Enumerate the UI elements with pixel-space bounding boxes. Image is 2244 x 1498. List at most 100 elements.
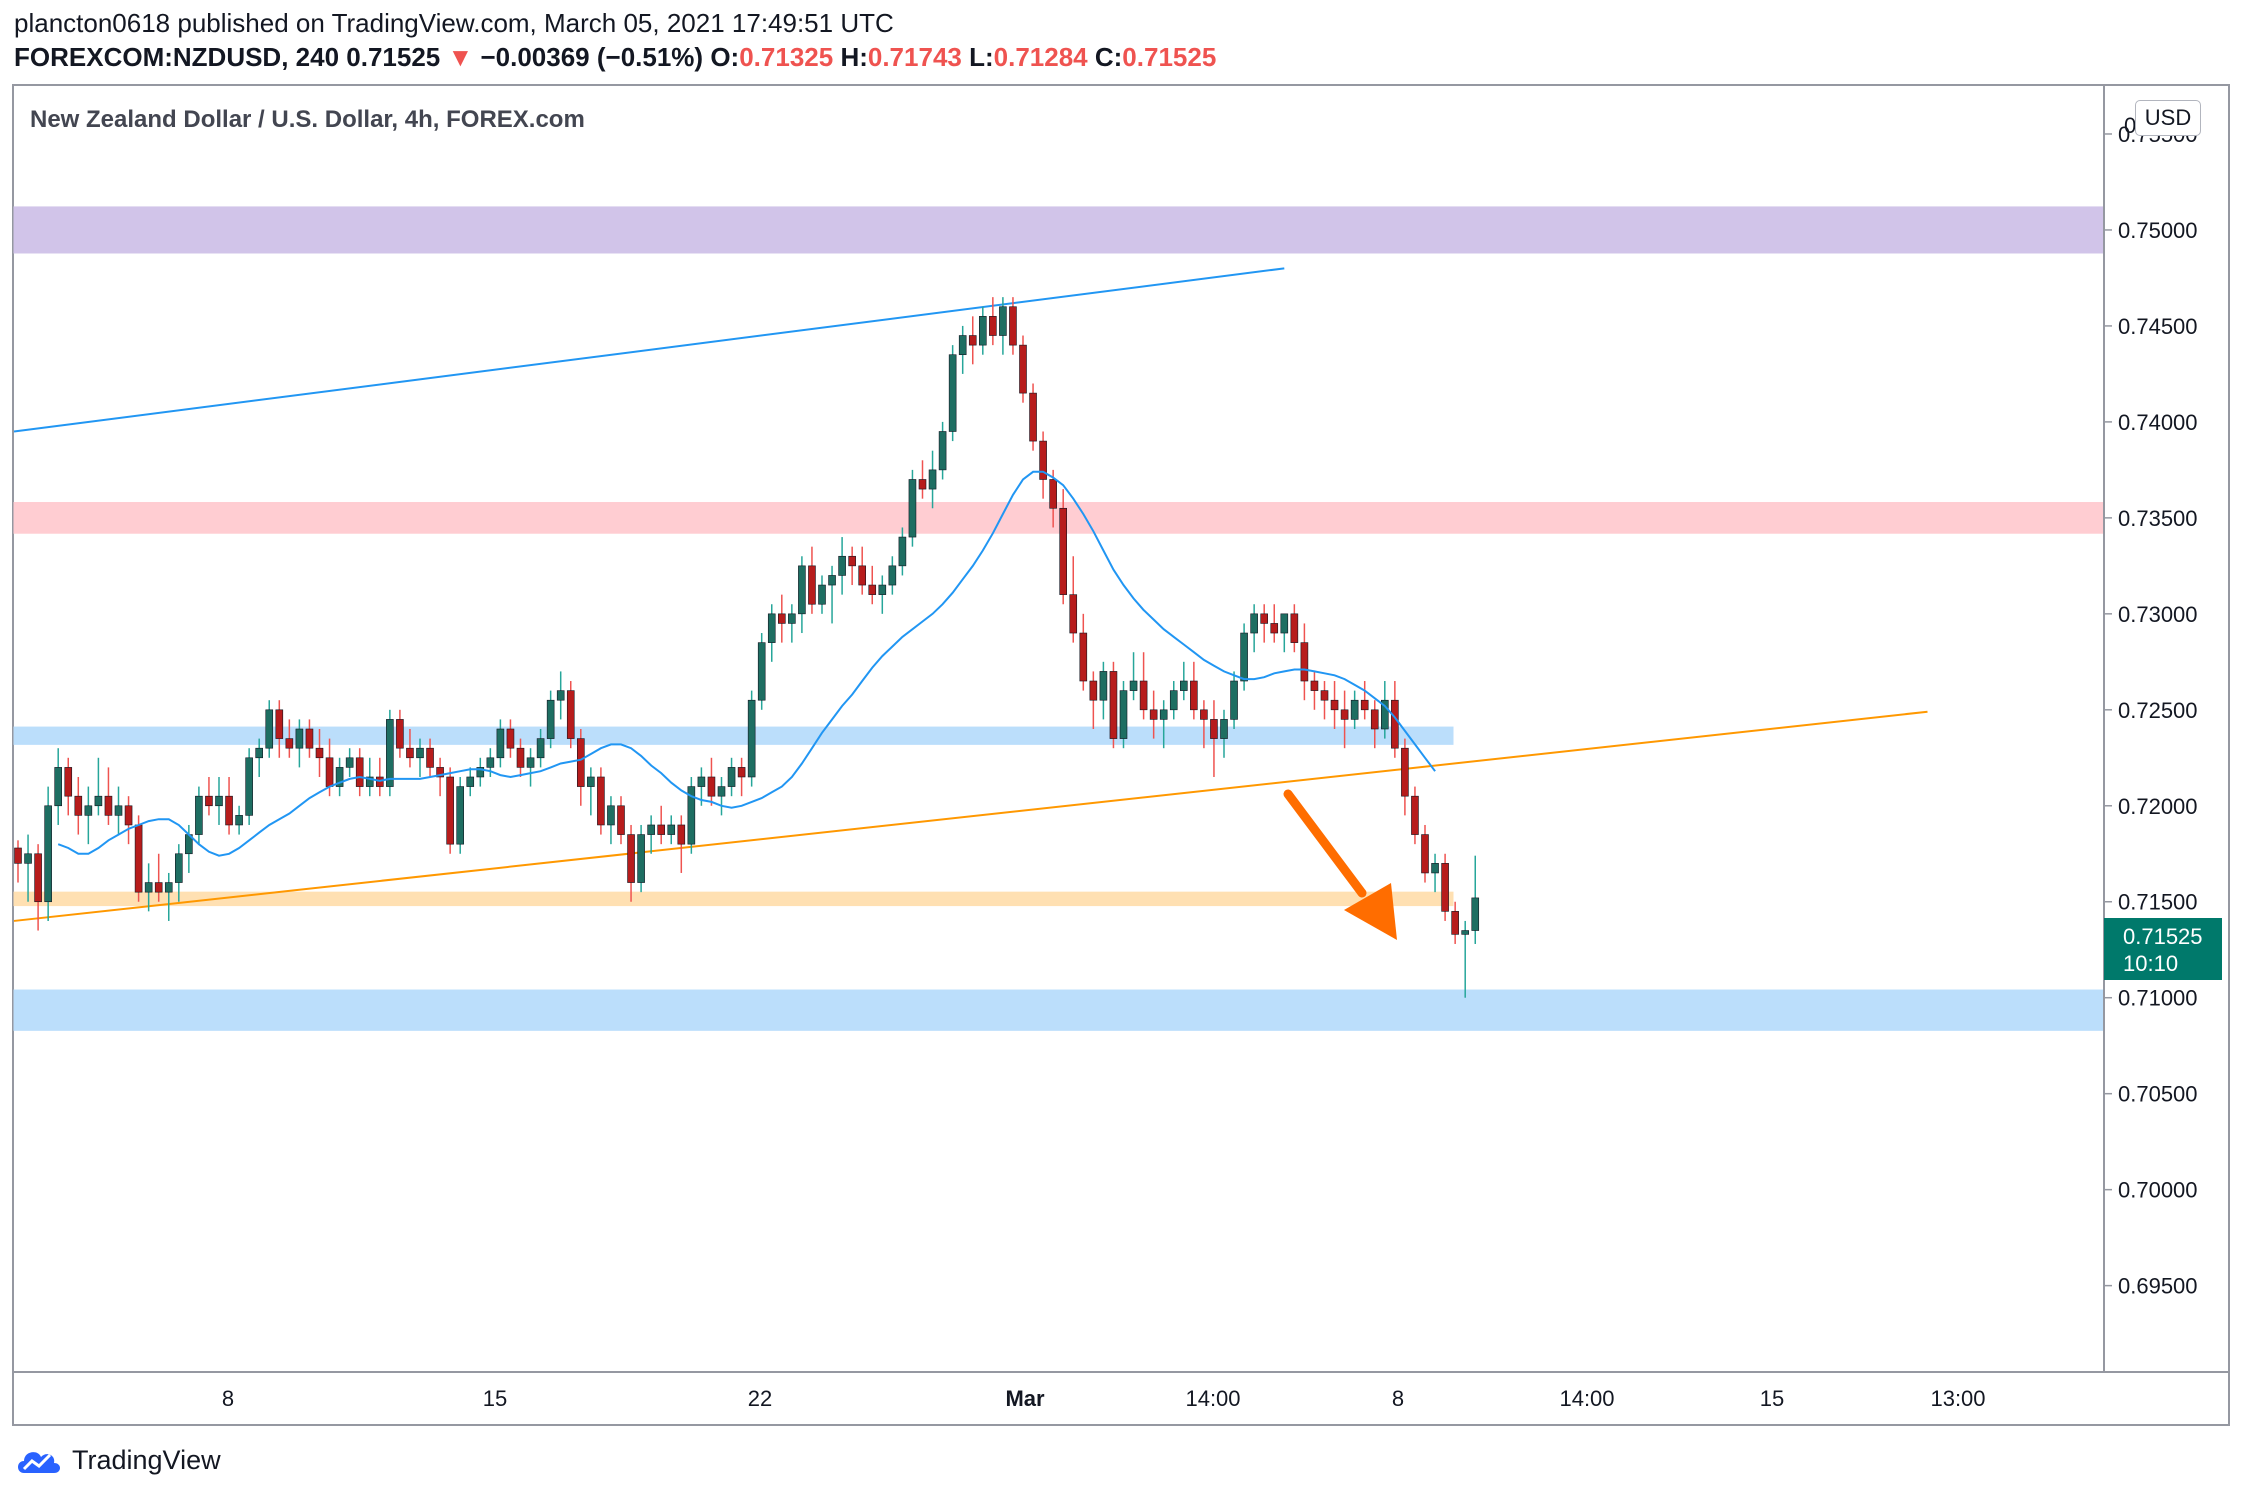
chart-title: New Zealand Dollar / U.S. Dollar, 4h, FO… bbox=[30, 106, 585, 133]
candle bbox=[747, 690, 756, 787]
candle bbox=[707, 757, 716, 806]
y-tick-label: 0.74500 bbox=[2118, 314, 2198, 339]
x-tick-label: 8 bbox=[1392, 1386, 1404, 1411]
candle bbox=[687, 776, 696, 854]
candle bbox=[305, 719, 314, 758]
candle bbox=[1270, 604, 1279, 643]
y-tick-label: 0.73000 bbox=[2118, 602, 2198, 627]
candle bbox=[164, 872, 173, 921]
symbol-ohlc-line: FOREXCOM:NZDUSD, 240 0.71525 ▼ −0.00369 … bbox=[14, 42, 1216, 73]
candle bbox=[838, 537, 846, 595]
candle bbox=[195, 786, 203, 845]
candle bbox=[757, 633, 766, 710]
last-price: 0.71525 bbox=[346, 42, 441, 72]
x-tick-label: 14:00 bbox=[1559, 1386, 1614, 1411]
candle bbox=[446, 767, 454, 854]
candle bbox=[134, 815, 143, 902]
candle bbox=[1149, 690, 1158, 739]
high-label: H: bbox=[840, 42, 868, 72]
candle bbox=[888, 556, 897, 595]
candle bbox=[1411, 786, 1419, 845]
candle bbox=[1119, 681, 1128, 749]
candle bbox=[1360, 681, 1369, 720]
current-price-badge: 0.71525 10:10 bbox=[2104, 918, 2222, 980]
candle bbox=[355, 748, 364, 797]
candle bbox=[396, 709, 404, 758]
zone-blue-support-lower bbox=[13, 989, 2105, 1031]
candle bbox=[1461, 920, 1469, 998]
candle bbox=[1260, 604, 1268, 643]
candle bbox=[848, 546, 856, 586]
y-tick-label: 0.70000 bbox=[2118, 1178, 2198, 1203]
candle bbox=[1451, 901, 1459, 944]
candle bbox=[1180, 661, 1188, 701]
candle bbox=[84, 786, 93, 845]
candle bbox=[64, 757, 73, 816]
y-tick-label: 0.69500 bbox=[2118, 1274, 2198, 1299]
candle bbox=[948, 345, 957, 442]
candle bbox=[345, 748, 354, 777]
candle bbox=[255, 738, 263, 777]
candle bbox=[898, 527, 907, 576]
y-tick-label: 0.70500 bbox=[2118, 1082, 2198, 1107]
candle bbox=[1099, 661, 1108, 720]
zone-orange-support bbox=[13, 891, 1454, 907]
candle bbox=[938, 421, 947, 480]
candle bbox=[436, 757, 444, 797]
candle bbox=[958, 325, 967, 374]
y-tick-label: 0.72500 bbox=[2118, 698, 2198, 723]
candle bbox=[516, 738, 525, 777]
tradingview-logo[interactable]: TradingView bbox=[14, 1440, 221, 1480]
y-tick-label: 0.75000 bbox=[2118, 218, 2198, 243]
candle bbox=[1401, 738, 1409, 816]
candle bbox=[466, 767, 475, 797]
candle bbox=[54, 748, 63, 825]
candle bbox=[1310, 671, 1319, 710]
candle bbox=[999, 297, 1007, 355]
x-tick-label: 14:00 bbox=[1185, 1386, 1240, 1411]
y-tick-label: 0.74000 bbox=[2118, 410, 2198, 435]
y-tick-label: 0.71500 bbox=[2118, 890, 2198, 915]
candle bbox=[235, 805, 243, 835]
candle bbox=[375, 757, 384, 797]
candle bbox=[717, 776, 726, 816]
candle bbox=[576, 729, 585, 806]
candle bbox=[14, 840, 22, 883]
candle bbox=[365, 757, 374, 797]
candle bbox=[275, 700, 284, 758]
candle bbox=[1129, 652, 1138, 701]
candle bbox=[1350, 690, 1359, 729]
zone-purple-resistance bbox=[13, 206, 2105, 254]
candle bbox=[546, 690, 555, 749]
candle bbox=[777, 594, 786, 643]
currency-button[interactable]: USD bbox=[2135, 100, 2201, 136]
open-value: 0.71325 bbox=[739, 42, 834, 72]
candle bbox=[828, 565, 836, 624]
x-tick-label: 13:00 bbox=[1930, 1386, 1985, 1411]
candle bbox=[788, 604, 796, 643]
candle bbox=[1069, 556, 1078, 643]
candle bbox=[34, 844, 42, 931]
candle bbox=[1471, 855, 1480, 944]
candle bbox=[114, 786, 123, 835]
chart-frame[interactable] bbox=[12, 84, 2230, 1426]
candle bbox=[406, 729, 414, 768]
candle bbox=[1441, 853, 1449, 921]
price-change: −0.00369 (−0.51%) bbox=[480, 42, 704, 72]
symbol-label[interactable]: FOREXCOM:NZDUSD, 240 bbox=[14, 42, 340, 72]
candle bbox=[1049, 469, 1057, 528]
low-label: L: bbox=[969, 42, 994, 72]
candle bbox=[175, 844, 183, 902]
candle bbox=[858, 546, 867, 595]
candle bbox=[1019, 335, 1027, 403]
candle bbox=[1421, 824, 1429, 883]
candle bbox=[878, 575, 887, 614]
candle bbox=[1230, 671, 1238, 729]
candle bbox=[989, 297, 997, 346]
badge-price: 0.71525 bbox=[2123, 924, 2203, 949]
candle bbox=[1029, 383, 1037, 451]
candle bbox=[476, 757, 485, 787]
low-value: 0.71284 bbox=[993, 42, 1088, 72]
y-tick-label: 0.71000 bbox=[2118, 986, 2198, 1011]
